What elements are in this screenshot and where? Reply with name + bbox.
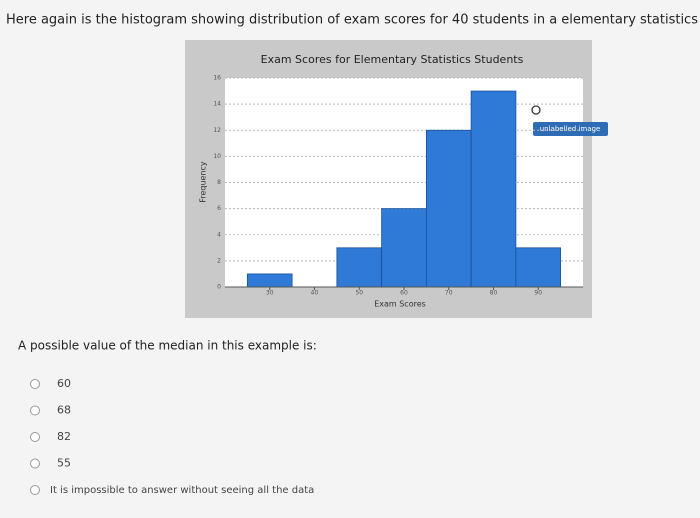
question-text: Here again is the histogram showing dist… — [6, 13, 700, 28]
options: 60 68 82 55 It is impossible to answer witho… — [30, 377, 314, 496]
radio-button[interactable] — [30, 485, 40, 495]
x-tick-label: 60 — [400, 290, 408, 297]
prompt-text: A possible value of the median in this e… — [18, 339, 317, 353]
bar — [515, 247, 562, 288]
y-tick-label: 14 — [213, 101, 221, 108]
y-tick-label: 8 — [217, 179, 221, 186]
y-tick-label: 2 — [217, 257, 221, 264]
x-axis-label: Exam Scores — [374, 300, 426, 309]
radio-button[interactable] — [30, 432, 40, 442]
x-tick-label: 70 — [445, 290, 453, 297]
zoom-icon[interactable] — [531, 105, 541, 115]
option-text[interactable]: It is impossible to answer without seein… — [50, 485, 314, 496]
x-tick-label: 90 — [534, 290, 542, 297]
image-badge-text: unlabelled image — [540, 125, 601, 133]
option-text[interactable]: 60 — [57, 377, 71, 390]
option-text[interactable]: 55 — [57, 457, 71, 470]
radio-button[interactable] — [30, 379, 40, 389]
chart-title: Exam Scores for Elementary Statistics St… — [261, 53, 524, 66]
radio-button[interactable] — [30, 458, 40, 469]
y-axis-label: Frequency — [199, 161, 208, 203]
bar — [425, 129, 472, 288]
x-tick-label: 30 — [266, 290, 274, 297]
x-tick-label: 40 — [311, 290, 319, 297]
y-tick-label: 6 — [217, 205, 221, 212]
x-tick-label: 50 — [355, 290, 363, 297]
bar — [381, 208, 427, 288]
y-tick-label: 12 — [213, 127, 221, 134]
option-text[interactable]: 68 — [57, 404, 71, 417]
bar — [336, 247, 383, 288]
bar — [470, 90, 517, 288]
y-tick-label: 10 — [213, 153, 221, 160]
bar — [246, 273, 293, 288]
y-tick-label: 4 — [217, 231, 221, 238]
y-tick-label: 0 — [217, 284, 221, 291]
radio-button[interactable] — [30, 405, 40, 416]
option-text[interactable]: 82 — [57, 430, 71, 443]
image-badge — [533, 122, 608, 136]
x-tick-label: 80 — [490, 290, 498, 297]
y-tick-label: 16 — [213, 75, 221, 82]
